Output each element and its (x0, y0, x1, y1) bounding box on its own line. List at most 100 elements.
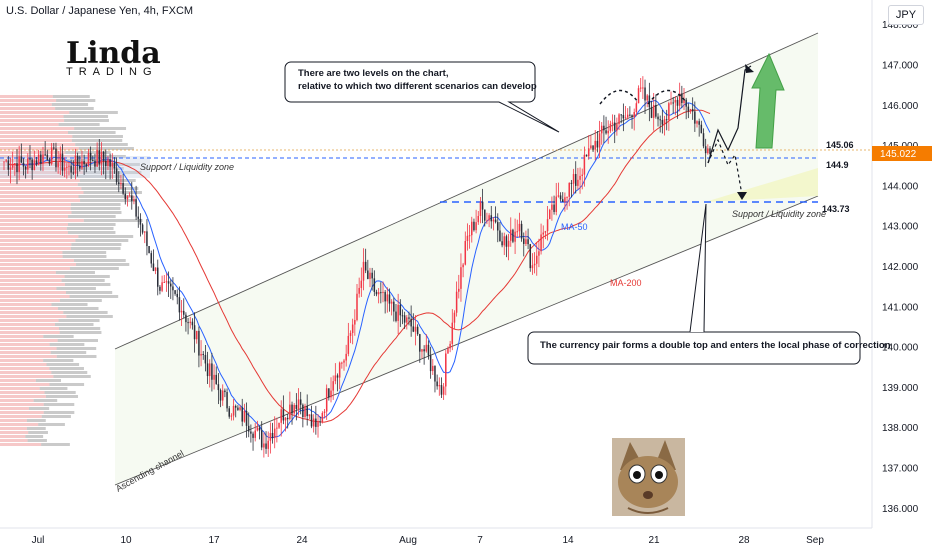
price-axis[interactable]: 148.000147.000146.000145.000144.000143.0… (882, 20, 919, 515)
volume-profile-bar-sell (0, 375, 54, 378)
candle-body (113, 162, 116, 169)
candle-body (548, 209, 551, 220)
candle-body (11, 163, 14, 168)
candle-body (118, 182, 120, 185)
volume-profile-bar-buy (52, 95, 90, 98)
chart-title: U.S. Dollar / Japanese Yen, 4h, FXCM (6, 5, 194, 17)
time-tick-label: Jul (32, 535, 45, 546)
volume-profile-bar-buy (43, 359, 74, 362)
candle-body (258, 427, 261, 431)
volume-profile-bar-sell (0, 319, 59, 322)
candle-body (529, 244, 532, 269)
candle-body (237, 407, 239, 410)
candle-body (154, 267, 157, 271)
candle-body (642, 87, 644, 89)
candle-body (538, 251, 540, 256)
candle-body (505, 236, 508, 247)
volume-profile-bar-buy (78, 147, 134, 150)
candle-body (57, 162, 59, 168)
candle-body (180, 310, 183, 313)
candle-body (507, 240, 510, 247)
candle-body (499, 230, 501, 242)
candle-body (299, 399, 302, 405)
candle-body (403, 315, 406, 323)
candle-body (40, 154, 42, 164)
candle-body (484, 209, 486, 221)
volume-profile-bar-sell (0, 275, 65, 278)
candle-body (462, 264, 464, 268)
candle-body (174, 290, 176, 294)
volume-profile-bar-buy (35, 379, 61, 382)
candle-body (187, 322, 189, 324)
volume-profile-bar-buy (43, 411, 75, 414)
candle-body (382, 291, 384, 293)
candle-body (531, 265, 534, 269)
volume-profile-bar-buy (54, 323, 94, 326)
candle-body (535, 255, 538, 264)
volume-profile-bar-sell (0, 179, 80, 182)
volume-profile-bar-buy (58, 123, 100, 126)
level-label-144-9: 144.9 (826, 160, 849, 170)
candle-body (691, 109, 694, 112)
volume-profile-bar-buy (26, 427, 46, 430)
time-tick-label: Aug (399, 535, 417, 546)
candle-body (598, 133, 601, 148)
volume-profile-bar-buy (74, 127, 127, 130)
volume-profile-bar-buy (66, 315, 113, 318)
volume-profile-bar-buy (28, 407, 50, 410)
candle-body (319, 421, 321, 423)
candle-body (367, 270, 369, 279)
candle-body (66, 166, 68, 168)
candle-body (633, 112, 635, 118)
price-tick-label: 138.000 (882, 423, 919, 434)
volume-profile-bar-sell (0, 255, 63, 258)
volume-profile-bar-buy (73, 259, 126, 262)
candle-body (204, 354, 207, 364)
candle-body (102, 151, 105, 161)
volume-profile-bar-sell (0, 383, 50, 386)
volume-profile-bar-buy (70, 247, 121, 250)
candle-body (626, 114, 629, 118)
candle-body (70, 165, 72, 173)
right-zone-label: Support / Liquidity zone (732, 209, 826, 219)
volume-profile-bar-sell (0, 131, 68, 134)
candle-body (83, 161, 85, 165)
candle-body (581, 174, 583, 176)
candle-body (629, 114, 631, 116)
time-axis[interactable]: Jul 10 17 24 Aug 7 14 21 28 Sep (32, 535, 825, 546)
double-top-arc-right (647, 89, 687, 105)
candle-body (616, 124, 618, 131)
candle-body (436, 381, 438, 387)
candle-body (7, 160, 10, 170)
candle-body (141, 224, 144, 233)
candle-body (423, 349, 425, 352)
candle-body (490, 215, 493, 222)
volume-profile-bar-buy (69, 111, 118, 114)
candle-body (254, 430, 256, 438)
volume-profile-bar-sell (0, 311, 64, 314)
candle-body (200, 353, 202, 356)
price-tick-label: 142.000 (882, 262, 919, 273)
volume-profile-bar-sell (0, 355, 57, 358)
currency-selector[interactable]: JPY (888, 5, 924, 25)
volume-profile-bar-buy (63, 115, 109, 118)
candle-body (79, 165, 81, 169)
candle-body (364, 261, 367, 271)
candle-body (53, 147, 55, 149)
candle-body (533, 263, 536, 266)
scenario-callout-box (284, 61, 560, 133)
volume-profile-bar-sell (0, 171, 84, 174)
candle-body (561, 199, 564, 202)
candle-body (146, 231, 148, 247)
volume-profile-bar-buy (49, 383, 85, 386)
volume-profile-bar-sell (0, 291, 67, 294)
channel-fill (115, 33, 818, 485)
volume-profile-bar-buy (62, 251, 107, 254)
candle-body (20, 156, 23, 163)
candle-body (63, 167, 66, 171)
volume-profile-bar-buy (83, 191, 142, 194)
candle-body (89, 152, 92, 161)
candle-body (42, 154, 44, 164)
volume-profile-bar-sell (0, 283, 65, 286)
